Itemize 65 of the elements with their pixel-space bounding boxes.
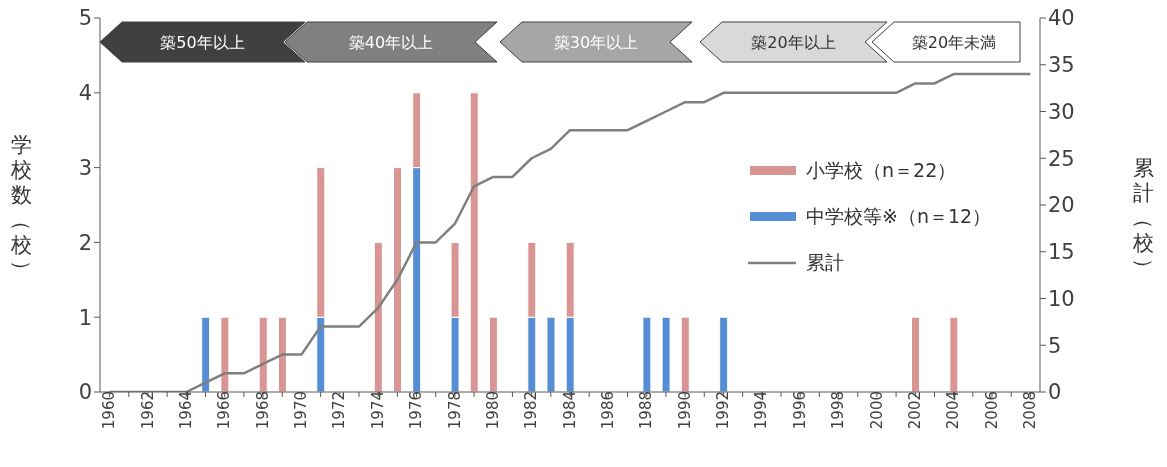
bar [642,316,652,392]
x-tick-label: 1994 [752,391,771,430]
bar [910,316,920,392]
x-tick-label: 1966 [215,391,234,430]
annotation: 築30年以上 [553,33,639,52]
bar [201,316,211,392]
x-tick-label: 1982 [522,391,541,430]
y2-tick-label: 5 [1048,333,1062,358]
x-tick-label: 2008 [1021,391,1040,430]
x-tick-label: 1964 [176,391,195,430]
y-tick-label: 5 [78,6,92,31]
y2-tick-label: 20 [1048,193,1075,218]
x-tick-label: 1968 [253,391,272,430]
x-tick-label: 1970 [292,391,311,430]
x-tick-label: 1992 [714,391,733,430]
x-tick-label: 1996 [790,391,809,430]
y2-tick-label: 15 [1048,240,1075,265]
annotation: 築50年以上 [160,33,245,52]
y2-tick-label: 25 [1048,146,1075,171]
y-tick-label: 1 [78,305,92,330]
y2-tick-label: 10 [1048,286,1075,311]
bar [469,92,479,392]
x-tick-label: 2002 [905,391,924,430]
bar [277,316,287,392]
x-tick-label: 1980 [483,391,502,430]
y-tick-label: 2 [78,230,92,255]
y-axis-title: 学校数（校） [8,133,34,283]
legend-label: 累計 [806,250,844,275]
bar [220,316,230,392]
y2-tick-label: 0 [1048,380,1062,405]
y2-tick-label: 40 [1048,6,1075,31]
bar [488,316,498,392]
x-tick-label: 2000 [867,391,886,430]
x-tick-label: 1990 [675,391,694,430]
bar [949,316,959,392]
bar [680,316,690,392]
y-tick-label: 0 [78,380,92,405]
x-tick-label: 1988 [637,391,656,430]
x-tick-label: 1978 [445,391,464,430]
y-tick-label: 4 [78,81,92,106]
annotation: 築40年以上 [348,33,434,52]
annotation: 築20年以上 [751,33,836,52]
bar [373,241,383,392]
x-tick-label: 1962 [138,391,157,430]
annotation: 築20年未満 [911,33,997,52]
legend-label: 中学校等※（n＝12） [806,204,992,229]
bar [719,316,729,392]
x-tick-label: 1974 [368,391,387,430]
y-tick-label: 3 [78,156,92,181]
x-tick-label: 2006 [982,391,1001,430]
bar [258,316,268,392]
bar [661,316,671,392]
x-tick-label: 1986 [599,391,618,430]
bar [393,167,403,392]
x-tick-label: 1960 [100,391,119,430]
x-tick-label: 2004 [944,391,963,430]
x-tick-label: 1976 [407,391,426,430]
y2-tick-label: 35 [1048,53,1075,78]
y2-axis-title: 累計（校） [1130,156,1156,281]
x-tick-label: 1972 [330,391,349,430]
legend-label: 小学校（n＝22） [806,158,957,183]
x-tick-label: 1984 [560,391,579,430]
bar [546,316,556,392]
x-tick-label: 1998 [829,391,848,430]
y2-tick-label: 30 [1048,99,1075,124]
